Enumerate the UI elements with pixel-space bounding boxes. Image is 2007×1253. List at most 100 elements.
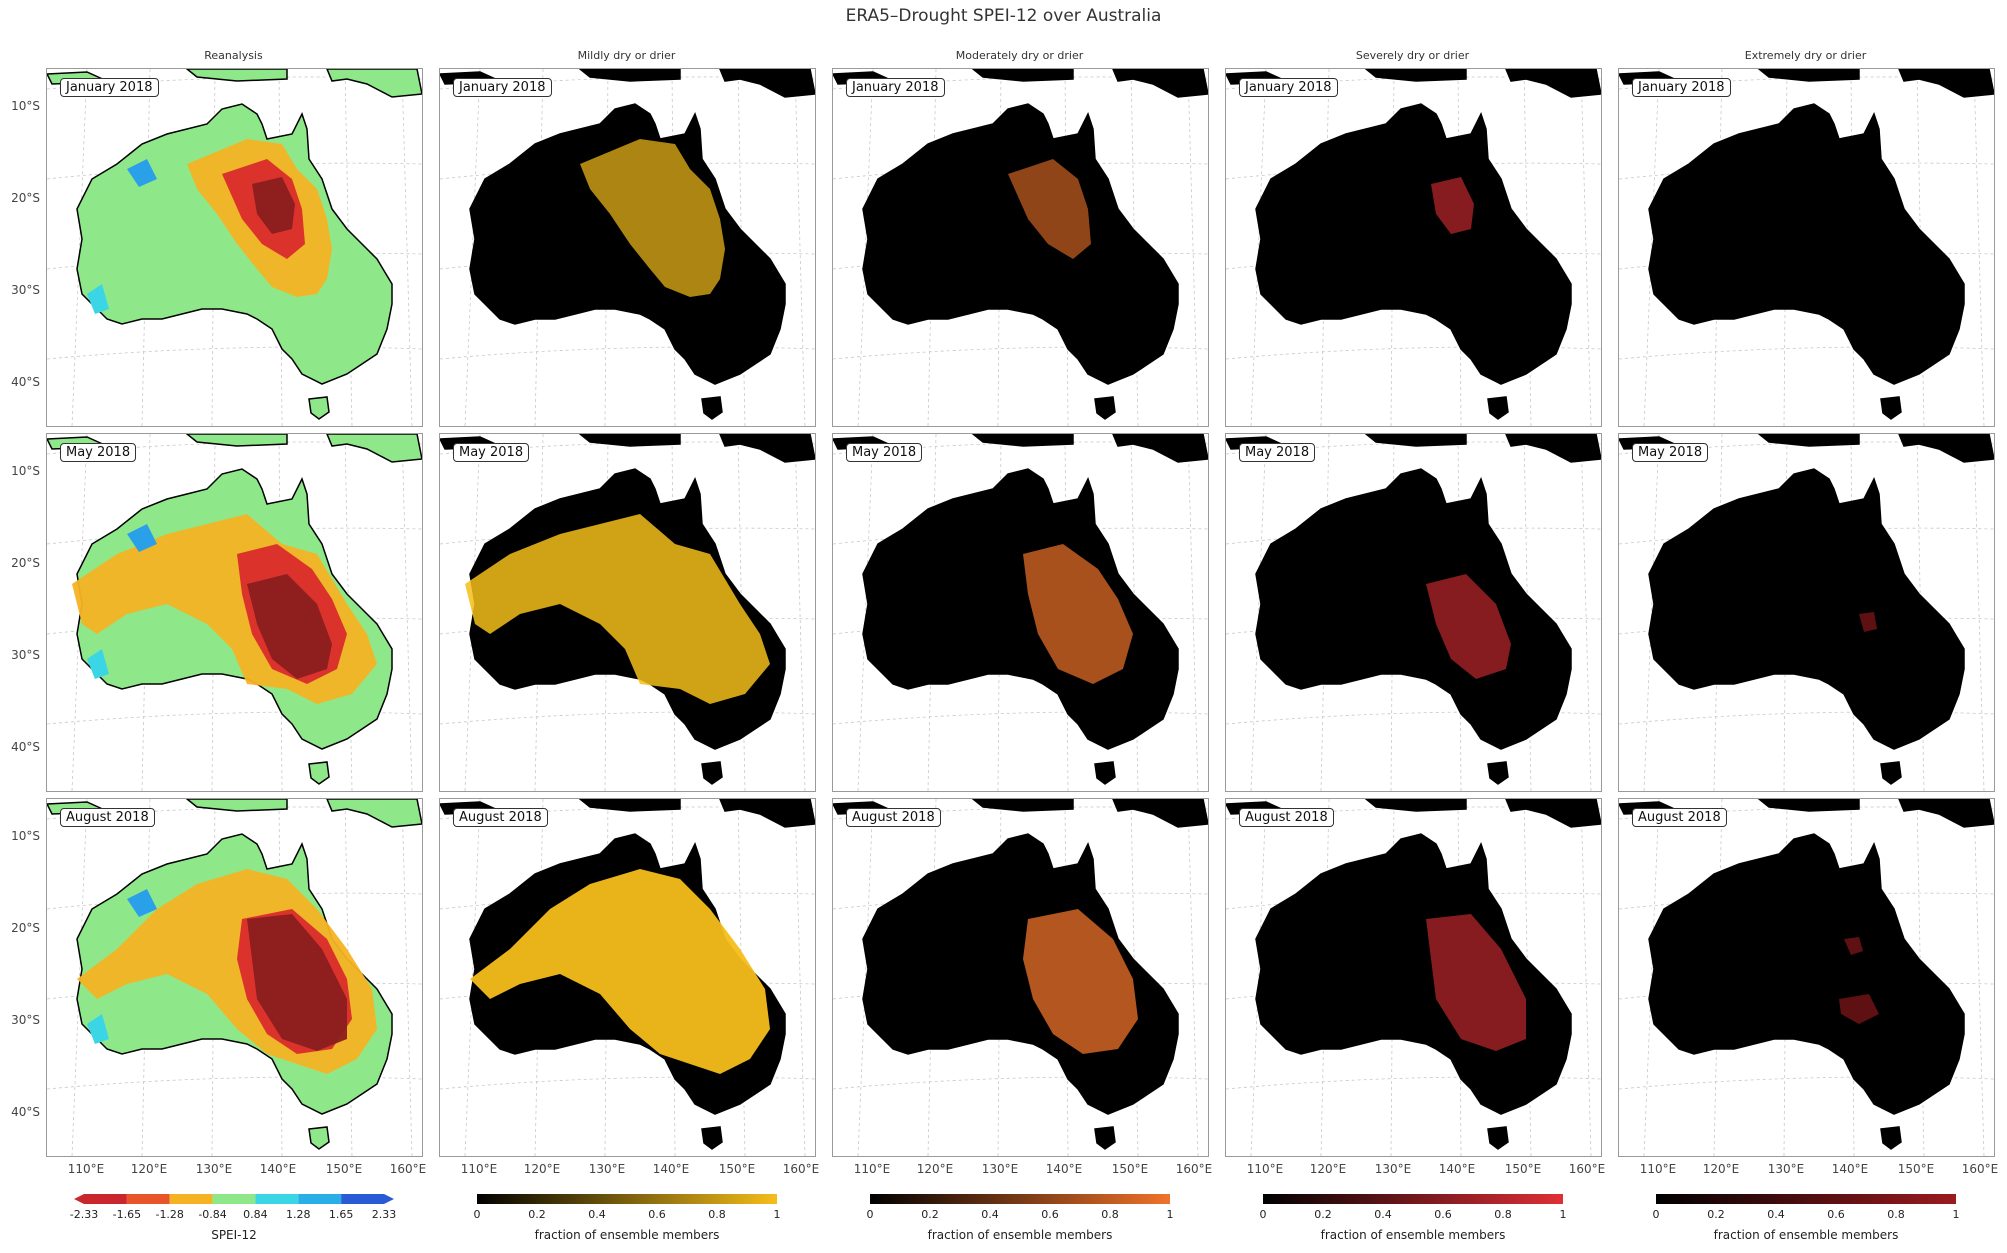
colorbar-tick-label: 1	[773, 1208, 781, 1221]
land-shape	[1112, 799, 1208, 828]
colorbar-tick-label: 0.6	[1041, 1208, 1059, 1221]
land-shape	[1364, 434, 1467, 447]
colorbar-segment	[298, 1194, 342, 1204]
colorbar-tick-label: 0.6	[1434, 1208, 1452, 1221]
land-shape	[1112, 69, 1208, 98]
landmass	[833, 69, 1208, 420]
land-shape	[719, 434, 815, 463]
longitude-line	[1187, 69, 1199, 426]
landmass	[1619, 434, 1994, 785]
map-panel: August 2018	[1225, 798, 1602, 1157]
landmass	[1226, 799, 1601, 1150]
map-canvas	[1226, 799, 1601, 1156]
colorbar-tick-label: 0.8	[708, 1208, 726, 1221]
colorbar-tick-label: 0.8	[1494, 1208, 1512, 1221]
map-panel: August 2018	[832, 798, 1209, 1157]
colorbar-tick-label: 0.2	[921, 1208, 939, 1221]
column-title: Severely dry or drier	[1355, 49, 1470, 62]
column-title: Reanalysis	[204, 49, 263, 62]
page-title: ERA5–Drought SPEI-12 over Australia	[845, 6, 1162, 26]
longitude-label: 120°E	[523, 1162, 561, 1176]
map-canvas	[440, 69, 815, 426]
map-panel: August 2018	[439, 798, 816, 1157]
land-shape	[971, 69, 1074, 82]
longitude-label: 150°E	[1897, 1162, 1935, 1176]
land-shape	[1757, 434, 1860, 447]
wet-area	[87, 649, 109, 679]
wet-area	[127, 524, 157, 552]
colorbar-tick-label: 0	[1259, 1208, 1267, 1221]
ensemble-fraction-area	[1426, 574, 1511, 679]
land-shape	[862, 103, 1179, 385]
month-label: May 2018	[1239, 443, 1316, 462]
landmass	[440, 69, 815, 420]
latitude-label: 30°S	[11, 283, 40, 297]
land-shape	[185, 69, 288, 82]
land-shape	[308, 1126, 330, 1150]
land-shape	[578, 69, 681, 82]
map-canvas	[1226, 69, 1601, 426]
month-label: January 2018	[453, 78, 552, 97]
month-label: January 2018	[60, 78, 159, 97]
land-shape	[1648, 103, 1965, 385]
colorbar-gradient	[477, 1194, 777, 1204]
latitude-label: 10°S	[11, 464, 40, 478]
colorbar-tick-label: 2.33	[371, 1208, 397, 1221]
colorbar	[1656, 1194, 1956, 1204]
landmass	[833, 434, 1208, 785]
colorbar-tick-label: 0.4	[1767, 1208, 1785, 1221]
land-shape	[701, 1126, 723, 1150]
longitude-label: 160°E	[782, 1162, 820, 1176]
map-canvas	[833, 69, 1208, 426]
colorbar-tick-label: 0	[473, 1208, 481, 1221]
land-shape	[719, 799, 815, 828]
colorbar	[477, 1194, 777, 1204]
colorbar-tick-label: 1.65	[328, 1208, 354, 1221]
longitude-label: 110°E	[853, 1162, 891, 1176]
map-panel: January 2018	[46, 68, 423, 427]
land-shape	[1648, 468, 1965, 750]
wet-area	[87, 1014, 109, 1044]
colorbar-extend-low	[74, 1194, 84, 1204]
land-shape	[862, 468, 1179, 750]
colorbar-label: fraction of ensemble members	[1320, 1228, 1506, 1242]
map-panel: January 2018	[439, 68, 816, 427]
map-canvas	[440, 799, 815, 1156]
wet-area	[127, 159, 157, 187]
land-shape	[1505, 799, 1601, 828]
wet-area	[127, 889, 157, 917]
longitude-line	[1187, 799, 1199, 1156]
map-canvas	[833, 799, 1208, 1156]
map-canvas	[47, 799, 422, 1156]
longitude-label: 130°E	[1767, 1162, 1805, 1176]
latitude-label: 10°S	[11, 829, 40, 843]
land-shape	[1505, 69, 1601, 98]
colorbar-tick-label: 0.2	[528, 1208, 546, 1221]
longitude-line	[1973, 799, 1985, 1156]
land-shape	[1880, 1126, 1902, 1150]
land-shape	[1094, 396, 1116, 420]
land-shape	[1094, 1126, 1116, 1150]
month-label: August 2018	[60, 808, 155, 827]
land-shape	[326, 434, 422, 463]
longitude-label: 150°E	[325, 1162, 363, 1176]
colorbar-tick-label: -1.65	[112, 1208, 142, 1221]
longitude-line	[1580, 69, 1592, 426]
longitude-line	[794, 799, 806, 1156]
colorbar-segment	[341, 1194, 384, 1204]
ensemble-fraction-area	[1426, 914, 1526, 1051]
colorbar-tick-label: 0.6	[1827, 1208, 1845, 1221]
land-shape	[1757, 799, 1860, 812]
colorbar-label: fraction of ensemble members	[1713, 1228, 1899, 1242]
map-panel: August 2018	[1618, 798, 1995, 1157]
longitude-label: 160°E	[1568, 1162, 1606, 1176]
colorbar-extend-high	[384, 1194, 394, 1204]
latitude-label: 20°S	[11, 556, 40, 570]
longitude-line	[1187, 434, 1199, 791]
ensemble-fraction-area	[1859, 612, 1877, 632]
wet-area	[87, 284, 109, 314]
landmass	[1619, 799, 1994, 1150]
month-label: January 2018	[1632, 78, 1731, 97]
colorbar-tick-label: 0.84	[243, 1208, 268, 1221]
colorbar-tick-label: 1.28	[286, 1208, 311, 1221]
